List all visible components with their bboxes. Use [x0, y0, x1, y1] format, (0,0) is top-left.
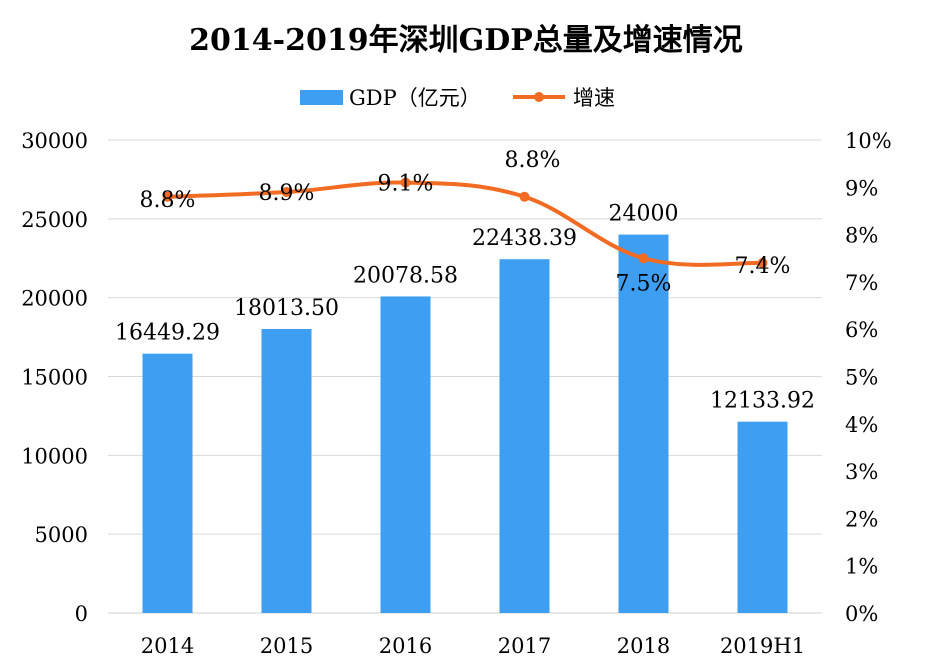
- x-axis-labels: 2014 2015 2016 2017 2018 2019H1: [141, 634, 805, 658]
- x-axis-tick-label: 2019H1: [720, 634, 805, 658]
- right-axis-tick-label: 1%: [845, 555, 878, 579]
- gdp-bar: [261, 328, 312, 613]
- x-axis-tick-label: 2015: [260, 634, 313, 658]
- gdp-data-label: 22438.39: [472, 226, 577, 251]
- gdp-data-labels: 16449.29 18013.50 20078.58 22438.39 24000 121…: [115, 202, 815, 414]
- right-axis-tick-label: 5%: [845, 366, 878, 390]
- growth-point: [638, 253, 649, 264]
- right-axis-tick-label: 4%: [845, 413, 878, 437]
- right-axis-tick-label: 3%: [845, 460, 878, 484]
- left-axis-tick-label: 20000: [21, 287, 88, 311]
- gdp-bar: [142, 353, 193, 613]
- right-axis-tick-label: 0%: [845, 602, 878, 626]
- legend-growth-marker: [534, 92, 544, 102]
- growth-point: [400, 177, 411, 188]
- growth-data-label: 8.9%: [259, 181, 315, 206]
- left-axis-tick-label: 25000: [21, 208, 88, 232]
- growth-data-label: 8.8%: [505, 148, 561, 173]
- left-axis-tick-label: 30000: [21, 129, 88, 153]
- left-axis-ticks: 0 5000 10000 15000 20000 25000 30000: [21, 129, 88, 626]
- gdp-bar: [737, 421, 788, 613]
- gridlines: [108, 139, 822, 614]
- growth-data-labels: 8.8% 8.9% 9.1% 8.8% 7.5% 7.4%: [140, 148, 791, 296]
- x-axis-tick-label: 2017: [498, 634, 551, 658]
- gdp-data-label: 24000: [609, 202, 679, 227]
- growth-data-label: 9.1%: [378, 172, 434, 197]
- right-axis-tick-label: 8%: [845, 224, 878, 248]
- growth-point: [757, 257, 768, 268]
- right-axis-tick-label: 10%: [845, 129, 892, 153]
- right-axis-ticks: 0% 1% 2% 3% 4% 5% 6% 7% 8% 9% 10%: [845, 129, 892, 626]
- x-axis-tick-label: 2018: [617, 634, 670, 658]
- growth-point: [162, 191, 173, 202]
- growth-line: [162, 177, 768, 268]
- growth-point: [281, 187, 292, 198]
- legend: GDP（亿元） 增速: [300, 86, 615, 110]
- right-axis-tick-label: 6%: [845, 318, 878, 342]
- gdp-bar: [499, 259, 550, 613]
- growth-line-path: [167, 180, 763, 267]
- right-axis-tick-label: 9%: [845, 176, 878, 200]
- chart-title: 2014-2019年深圳GDP总量及增速情况: [189, 23, 743, 58]
- x-axis-tick-label: 2016: [379, 634, 432, 658]
- gdp-data-label: 12133.92: [710, 389, 815, 414]
- growth-data-label: 7.4%: [735, 254, 791, 279]
- gdp-bar: [618, 234, 669, 613]
- gdp-bars: [142, 234, 788, 613]
- growth-data-label: 8.8%: [140, 188, 196, 213]
- legend-gdp-swatch: [300, 90, 343, 105]
- right-axis-tick-label: 7%: [845, 271, 878, 295]
- gdp-data-label: 18013.50: [234, 296, 339, 321]
- gdp-data-label: 16449.29: [115, 321, 220, 346]
- left-axis-tick-label: 0: [75, 602, 88, 626]
- legend-gdp-label: GDP（亿元）: [349, 86, 481, 110]
- gdp-data-label: 20078.58: [353, 263, 458, 288]
- growth-point: [519, 191, 530, 202]
- x-axis-tick-label: 2014: [141, 634, 194, 658]
- growth-data-label: 7.5%: [616, 271, 672, 296]
- left-axis-tick-label: 15000: [21, 366, 88, 390]
- right-axis-tick-label: 2%: [845, 507, 878, 531]
- left-axis-tick-label: 5000: [35, 523, 88, 547]
- left-axis-tick-label: 10000: [21, 444, 88, 468]
- legend-growth-label: 增速: [573, 86, 615, 110]
- gdp-bar: [380, 296, 431, 613]
